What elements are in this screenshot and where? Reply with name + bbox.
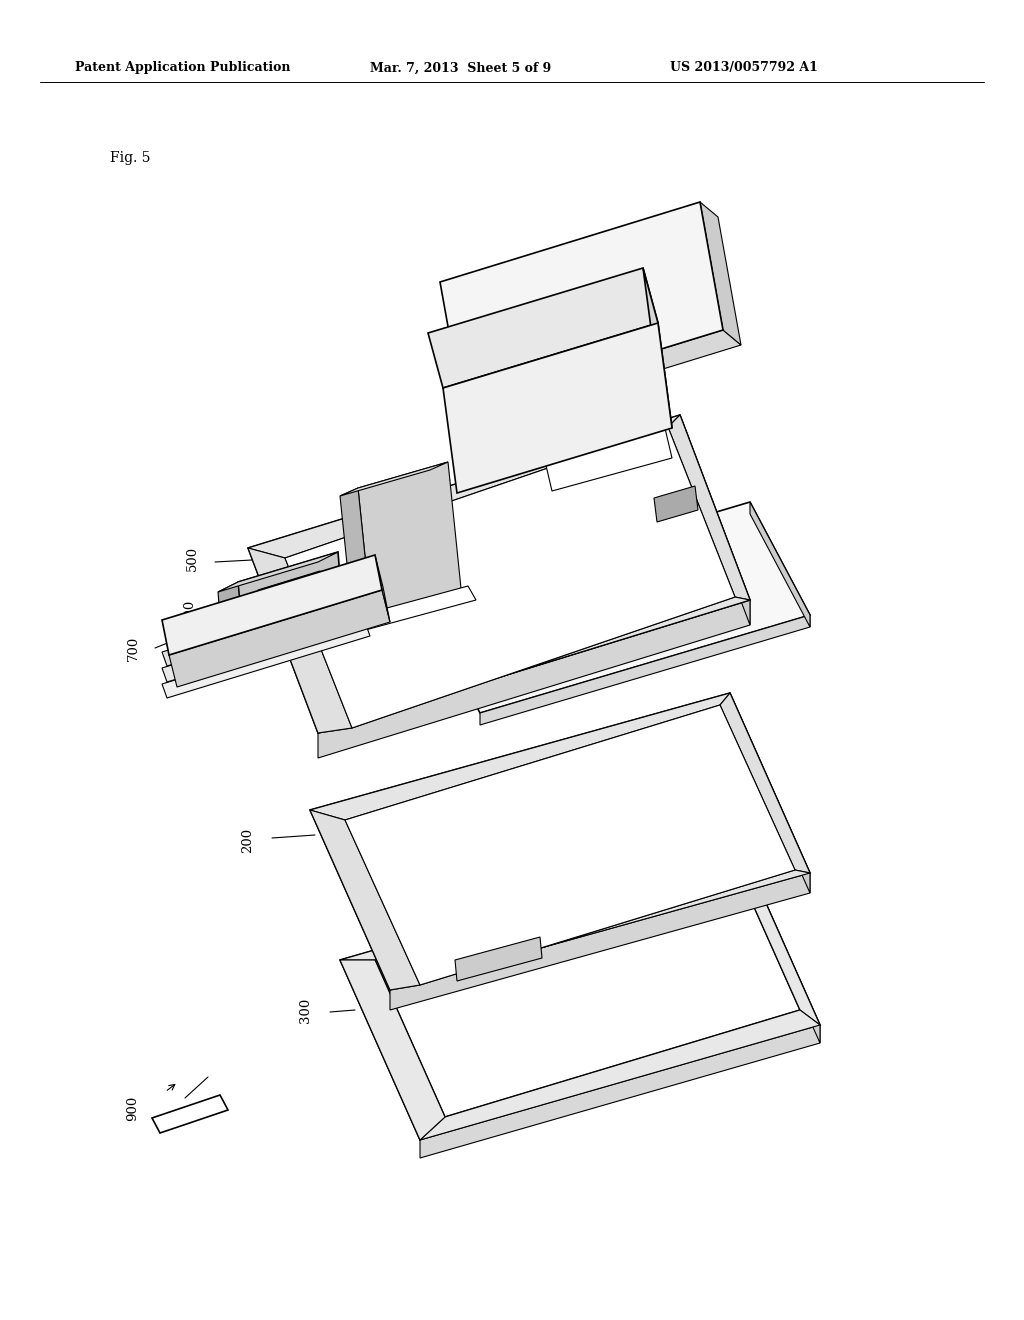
Polygon shape	[238, 552, 345, 668]
Polygon shape	[318, 597, 750, 733]
Polygon shape	[730, 693, 810, 894]
Polygon shape	[390, 870, 810, 990]
Circle shape	[303, 591, 317, 605]
Polygon shape	[375, 853, 800, 1117]
Polygon shape	[340, 462, 449, 496]
Polygon shape	[740, 845, 820, 1043]
Polygon shape	[750, 502, 810, 627]
Polygon shape	[310, 810, 420, 990]
Polygon shape	[420, 1026, 820, 1158]
Polygon shape	[340, 488, 372, 632]
Polygon shape	[248, 414, 750, 733]
Polygon shape	[218, 582, 245, 678]
Text: 700: 700	[127, 635, 139, 660]
Text: 500: 500	[185, 545, 199, 570]
Polygon shape	[340, 960, 445, 1140]
Text: US 2013/0057792 A1: US 2013/0057792 A1	[670, 62, 818, 74]
Polygon shape	[350, 586, 476, 632]
Text: Fig. 5: Fig. 5	[110, 150, 151, 165]
Polygon shape	[390, 873, 810, 1010]
Polygon shape	[668, 414, 750, 601]
Text: Mar. 7, 2013  Sheet 5 of 9: Mar. 7, 2013 Sheet 5 of 9	[370, 62, 551, 74]
Polygon shape	[162, 590, 370, 667]
Text: 300: 300	[299, 998, 311, 1023]
Polygon shape	[672, 564, 737, 599]
Polygon shape	[463, 330, 741, 425]
Polygon shape	[318, 601, 750, 758]
Text: Patent Application Publication: Patent Application Publication	[75, 62, 291, 74]
Polygon shape	[428, 268, 658, 388]
Polygon shape	[248, 548, 352, 733]
Text: 800: 800	[570, 424, 595, 437]
Polygon shape	[440, 202, 723, 411]
Polygon shape	[258, 572, 322, 601]
Polygon shape	[162, 622, 370, 698]
Text: 200: 200	[242, 828, 255, 853]
Polygon shape	[480, 615, 810, 725]
Polygon shape	[643, 268, 672, 428]
Polygon shape	[152, 1096, 228, 1133]
Polygon shape	[218, 552, 338, 591]
Polygon shape	[730, 845, 820, 1026]
Polygon shape	[700, 202, 741, 345]
Polygon shape	[540, 407, 672, 491]
Polygon shape	[162, 554, 382, 655]
Polygon shape	[169, 590, 390, 686]
Polygon shape	[375, 554, 390, 622]
Polygon shape	[443, 323, 672, 492]
Polygon shape	[345, 705, 795, 985]
Polygon shape	[720, 693, 810, 873]
Text: 900: 900	[127, 1096, 139, 1121]
Polygon shape	[358, 462, 462, 624]
Polygon shape	[420, 502, 810, 713]
Polygon shape	[340, 845, 820, 1140]
Polygon shape	[420, 1010, 820, 1140]
Polygon shape	[455, 937, 542, 981]
Polygon shape	[285, 426, 735, 729]
Polygon shape	[680, 414, 750, 624]
Polygon shape	[340, 845, 740, 960]
Polygon shape	[162, 606, 370, 682]
Polygon shape	[248, 414, 680, 558]
Polygon shape	[310, 693, 810, 990]
Text: 400: 400	[778, 615, 803, 628]
Polygon shape	[654, 486, 698, 521]
Circle shape	[268, 601, 282, 615]
Text: 600: 600	[183, 599, 197, 624]
Polygon shape	[310, 693, 730, 820]
